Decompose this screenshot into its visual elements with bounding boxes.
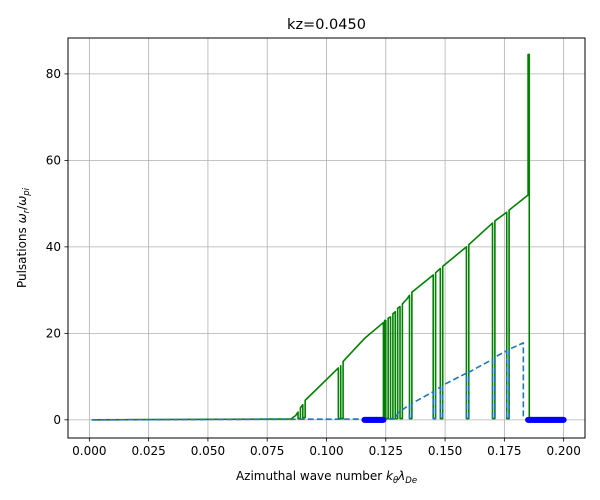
y-axis-title-slash: / — [15, 205, 29, 210]
marker-layer — [361, 416, 567, 423]
series-layer — [91, 53, 531, 421]
x-tick-label: 0.000 — [72, 444, 106, 458]
ticks: 0.000 0.025 0.050 0.075 0.100 0.125 0.150 0.175… — [46, 67, 581, 458]
x-tick-label: 0.200 — [546, 444, 580, 458]
x-axis-title-symbol: k — [386, 469, 394, 483]
chart-title: kz=0.0450 — [287, 17, 366, 33]
y-tick-label: 20 — [46, 327, 61, 341]
grid — [68, 38, 585, 438]
y-tick-label: 80 — [46, 67, 61, 81]
y-axis-title-subscript-2: pi — [22, 187, 32, 196]
y-axis-title-subscript: r — [22, 209, 32, 213]
y-tick-label: 0 — [53, 413, 61, 427]
y-axis-title-prefix: Pulsations — [15, 223, 29, 288]
x-axis-title-subscript-2: De — [405, 476, 417, 486]
x-axis-title: Azimuthal wave number kθλDe — [236, 469, 417, 486]
marker-point — [560, 416, 567, 423]
x-tick-label: 0.175 — [487, 444, 521, 458]
x-tick-label: 0.150 — [428, 444, 462, 458]
x-tick-label: 0.050 — [191, 444, 225, 458]
y-axis-title-symbol: ω — [15, 213, 29, 223]
x-axis-title-symbol-2: λ — [397, 469, 405, 483]
x-axis-title-subscript: θ — [393, 476, 399, 486]
y-axis-title: Pulsations ωr/ωpi — [15, 187, 32, 288]
y-axis-title-symbol-2: ω — [15, 196, 29, 206]
x-tick-label: 0.125 — [369, 444, 403, 458]
x-axis-title-prefix: Azimuthal wave number — [236, 469, 386, 483]
marker-point — [380, 416, 387, 423]
solid-series-line-0 — [91, 53, 531, 421]
x-tick-label: 0.100 — [309, 444, 343, 458]
x-tick-label: 0.025 — [131, 444, 165, 458]
x-tick-label: 0.075 — [250, 444, 284, 458]
y-tick-label: 60 — [46, 154, 61, 168]
y-tick-label: 40 — [46, 240, 61, 254]
